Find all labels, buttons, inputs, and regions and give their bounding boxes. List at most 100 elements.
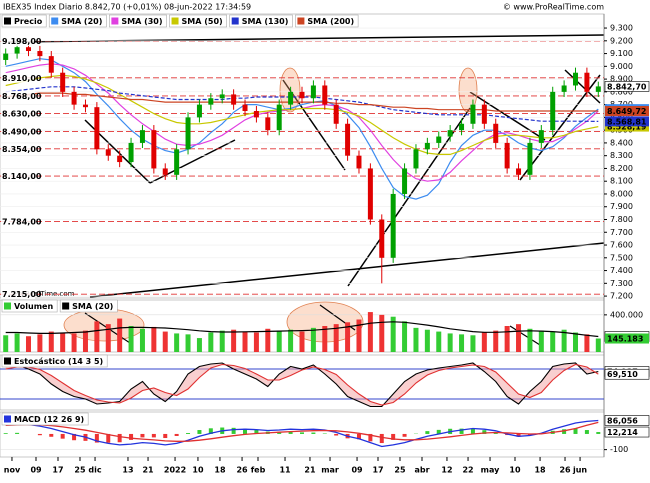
candle-body — [208, 98, 214, 105]
volume-bar — [504, 326, 510, 352]
volume-bar — [584, 334, 590, 352]
candle-body — [105, 149, 111, 156]
histogram-bar — [562, 429, 567, 434]
legend-swatch — [297, 17, 305, 25]
volume-bar — [82, 330, 88, 352]
y-tick-label: 7.500 — [610, 253, 633, 262]
line — [5, 419, 599, 448]
level-label: 8.354,00 — [2, 145, 42, 154]
level-label: 9.198,00 — [2, 37, 42, 46]
line — [5, 74, 599, 155]
histogram-bar — [436, 429, 441, 434]
trendline — [564, 69, 601, 104]
histogram-bar — [106, 433, 111, 443]
histogram-bar — [379, 433, 384, 444]
histogram-bar — [311, 432, 316, 434]
volume-bar — [60, 332, 66, 352]
histogram-bar — [368, 433, 373, 442]
legend-box — [59, 299, 118, 313]
volume-bar — [493, 330, 499, 352]
volume-bar — [128, 326, 134, 352]
histogram-bar — [470, 428, 475, 434]
candle-body — [333, 104, 339, 124]
volume-bar — [481, 332, 487, 352]
legend-box — [48, 14, 107, 28]
volume-bar — [447, 333, 453, 352]
candle-body — [265, 117, 271, 131]
legend-label: SMA (130) — [242, 17, 289, 26]
legend-swatch — [51, 17, 59, 25]
legend-label: MACD (12 26 9) — [14, 415, 84, 424]
volume-bar — [105, 324, 111, 352]
volume-bar — [538, 330, 544, 352]
y-tick-label: 7.700 — [610, 228, 633, 237]
candle-body — [3, 53, 9, 60]
highlight — [279, 67, 301, 113]
volume-bar — [390, 316, 396, 352]
volume-bar — [459, 334, 465, 352]
legend-label: SMA (20) — [72, 302, 113, 311]
histogram-bar — [584, 430, 589, 434]
candle-body — [516, 168, 522, 175]
volume-bar — [516, 324, 522, 352]
histogram-bar — [573, 428, 578, 434]
legend-item: Volumen — [1, 299, 58, 313]
volume-bar — [265, 328, 271, 352]
x-tick-label: 26 — [236, 466, 248, 475]
legend-item: SMA (200) — [295, 14, 359, 28]
header-title: IBEX35 Index Diario 8.842,70 (+0,01%) 08… — [3, 3, 251, 12]
level-box — [1, 36, 35, 47]
y-tick-label: 8.200 — [610, 164, 633, 173]
legend-box — [1, 412, 89, 426]
volume-bar — [345, 322, 351, 352]
value-label: 12,214 — [607, 428, 638, 437]
histogram-bar — [129, 433, 134, 440]
candle-body — [356, 155, 362, 169]
legend-swatch — [62, 302, 70, 310]
candle-body — [94, 107, 100, 150]
candle-body — [584, 72, 590, 92]
watermark: ProRealTime.com — [14, 290, 75, 298]
value-label: 8.568,81 — [607, 117, 647, 126]
volume-bar — [413, 327, 419, 352]
level-label: 8.490,00 — [2, 127, 42, 136]
histogram-bar — [151, 433, 156, 438]
histogram-bar — [459, 428, 464, 434]
value-label: 8.649,72 — [607, 107, 646, 116]
legend-item: SMA (20) — [48, 14, 107, 28]
volume-bar — [37, 334, 43, 352]
legend-item: Precio — [1, 14, 47, 28]
legend-box — [295, 14, 359, 28]
level-label: 8.630,00 — [2, 110, 42, 119]
legend-swatch — [4, 17, 11, 25]
legend-box — [109, 14, 167, 28]
candle-body — [402, 168, 408, 194]
histogram-bar — [140, 433, 145, 438]
legend-label: SMA (30) — [121, 17, 162, 26]
level-box — [1, 72, 35, 83]
y-tick-label: 8.900 — [610, 75, 633, 84]
histogram-bar — [197, 430, 202, 434]
candle-body — [82, 104, 88, 108]
level-label: 8.768,00 — [2, 92, 42, 101]
legend-label: Precio — [14, 17, 43, 26]
level-box — [1, 126, 35, 137]
legend-swatch — [4, 415, 11, 423]
histogram-bar — [72, 433, 77, 441]
volume-bar — [356, 319, 362, 352]
legend-label: SMA (20) — [61, 17, 102, 26]
value-box — [605, 106, 649, 117]
value-label: 86,056 — [607, 416, 638, 425]
volume-bar — [196, 338, 202, 352]
y-tick-label: 9.000 — [610, 62, 633, 71]
candle-body — [345, 123, 351, 156]
legend-swatch — [231, 17, 239, 25]
volume-bar — [48, 331, 54, 352]
candle-body — [151, 130, 157, 169]
candle-body — [162, 168, 168, 175]
y-tick-label: 7.400 — [610, 266, 633, 275]
legend-box — [169, 14, 227, 28]
value-box — [605, 333, 649, 344]
x-tick-label: 26 — [559, 466, 571, 475]
value-label: 145.183 — [607, 335, 643, 344]
